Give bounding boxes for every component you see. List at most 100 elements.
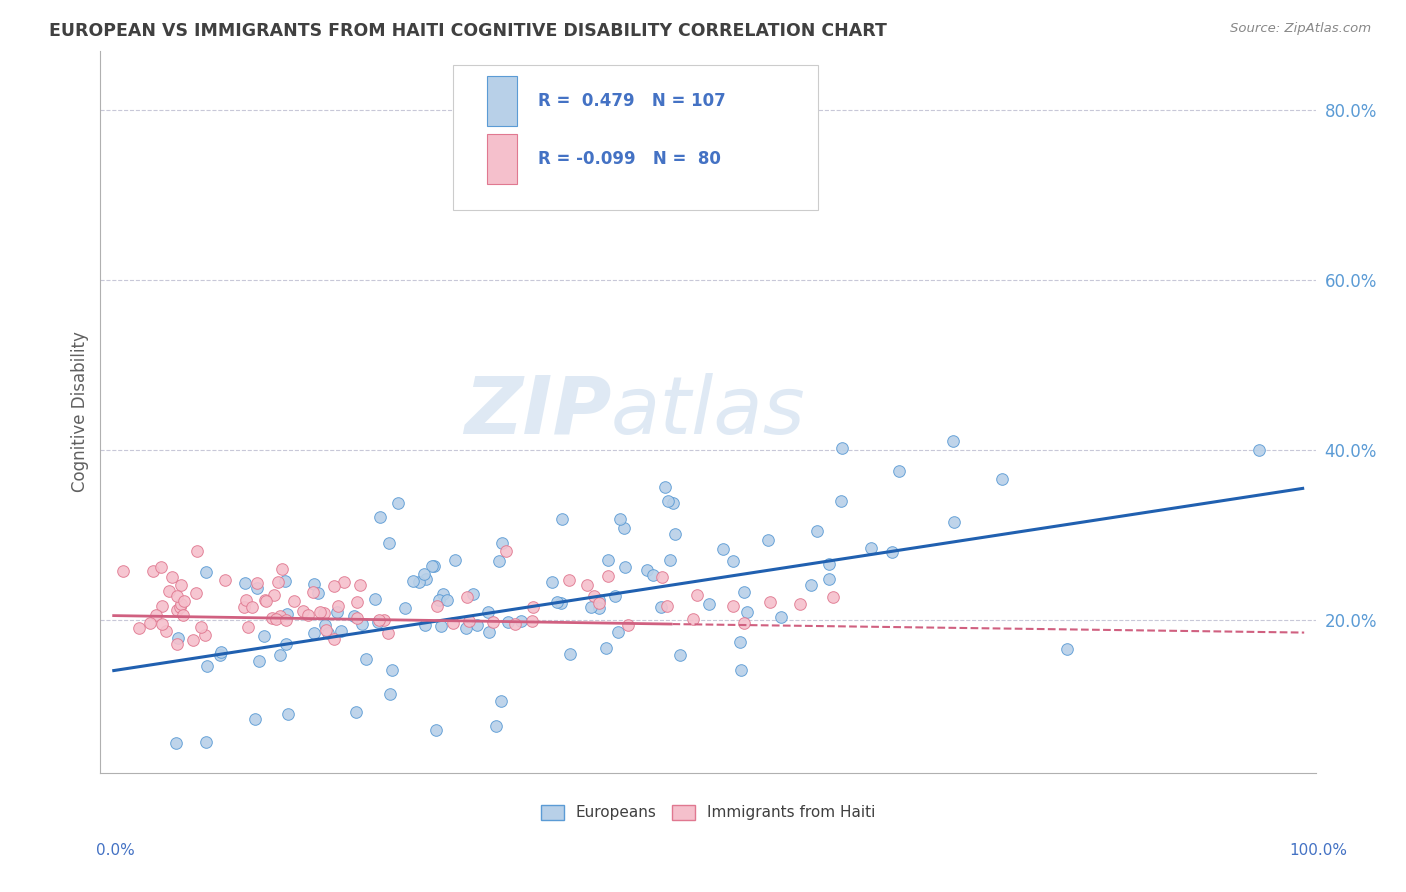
- Point: [942, 515, 965, 529]
- Point: [735, 605, 758, 619]
- Point: [496, 615, 519, 629]
- Point: [150, 617, 173, 632]
- Point: [478, 624, 501, 639]
- FancyBboxPatch shape: [486, 134, 517, 185]
- Point: [344, 705, 367, 719]
- Point: [243, 712, 266, 726]
- Point: [488, 554, 510, 568]
- Point: [128, 621, 150, 635]
- Text: 100.0%: 100.0%: [1289, 843, 1347, 858]
- Point: [253, 630, 276, 644]
- Point: [730, 663, 752, 677]
- Point: [326, 606, 349, 620]
- Point: [558, 647, 581, 661]
- Point: [209, 645, 232, 659]
- Point: [613, 520, 636, 534]
- Point: [346, 610, 368, 624]
- Point: [818, 572, 841, 586]
- Point: [368, 614, 391, 628]
- Point: [233, 575, 256, 590]
- Point: [432, 587, 454, 601]
- FancyBboxPatch shape: [486, 76, 517, 127]
- Point: [454, 621, 477, 635]
- Point: [588, 601, 610, 615]
- Point: [157, 584, 180, 599]
- Text: R =  0.479   N = 107: R = 0.479 N = 107: [538, 92, 725, 111]
- Point: [461, 587, 484, 601]
- Point: [1247, 442, 1270, 457]
- Point: [429, 593, 451, 607]
- Point: [367, 615, 389, 630]
- Point: [330, 624, 353, 638]
- Point: [262, 611, 284, 625]
- Point: [458, 614, 481, 628]
- Point: [402, 574, 425, 588]
- Point: [579, 599, 602, 614]
- Point: [274, 637, 297, 651]
- Point: [302, 625, 325, 640]
- Point: [436, 593, 458, 607]
- Point: [546, 595, 568, 609]
- Point: [806, 524, 828, 538]
- Point: [167, 631, 190, 645]
- Point: [139, 615, 162, 630]
- Point: [730, 634, 752, 648]
- Point: [269, 609, 291, 624]
- Point: [247, 654, 270, 668]
- Point: [112, 564, 135, 578]
- Point: [277, 706, 299, 721]
- Point: [668, 648, 690, 663]
- Point: [859, 541, 882, 555]
- Text: atlas: atlas: [612, 373, 806, 450]
- Point: [617, 618, 640, 632]
- Point: [596, 569, 619, 583]
- Point: [142, 564, 165, 578]
- Point: [170, 578, 193, 592]
- Point: [302, 577, 325, 591]
- Point: [315, 624, 337, 638]
- Point: [415, 572, 437, 586]
- Point: [655, 599, 678, 614]
- Point: [426, 599, 449, 614]
- Point: [588, 592, 610, 607]
- Point: [256, 594, 278, 608]
- Point: [208, 648, 231, 662]
- Point: [276, 607, 298, 622]
- Point: [246, 575, 269, 590]
- Point: [430, 618, 453, 632]
- Point: [328, 599, 350, 614]
- Point: [817, 557, 839, 571]
- Point: [160, 569, 183, 583]
- Text: R = -0.099   N =  80: R = -0.099 N = 80: [538, 150, 721, 168]
- Point: [276, 613, 298, 627]
- Point: [643, 567, 665, 582]
- Point: [422, 558, 444, 573]
- Point: [662, 496, 685, 510]
- Point: [307, 586, 329, 600]
- Point: [240, 599, 263, 614]
- Point: [195, 734, 218, 748]
- Point: [1056, 641, 1078, 656]
- Point: [172, 608, 194, 623]
- Point: [314, 617, 336, 632]
- Point: [991, 472, 1014, 486]
- Point: [190, 620, 212, 634]
- Point: [503, 617, 526, 632]
- Point: [664, 526, 686, 541]
- Legend: Europeans, Immigrants from Haiti: Europeans, Immigrants from Haiti: [534, 798, 882, 827]
- Point: [292, 604, 315, 618]
- Point: [598, 553, 620, 567]
- Point: [942, 434, 965, 448]
- Point: [387, 496, 409, 510]
- Point: [636, 563, 658, 577]
- Point: [575, 578, 598, 592]
- Point: [520, 614, 543, 628]
- Point: [477, 606, 499, 620]
- Point: [186, 543, 208, 558]
- Point: [350, 616, 373, 631]
- Point: [283, 594, 305, 608]
- Point: [166, 603, 188, 617]
- Point: [582, 589, 605, 603]
- Point: [166, 637, 188, 651]
- Point: [356, 652, 378, 666]
